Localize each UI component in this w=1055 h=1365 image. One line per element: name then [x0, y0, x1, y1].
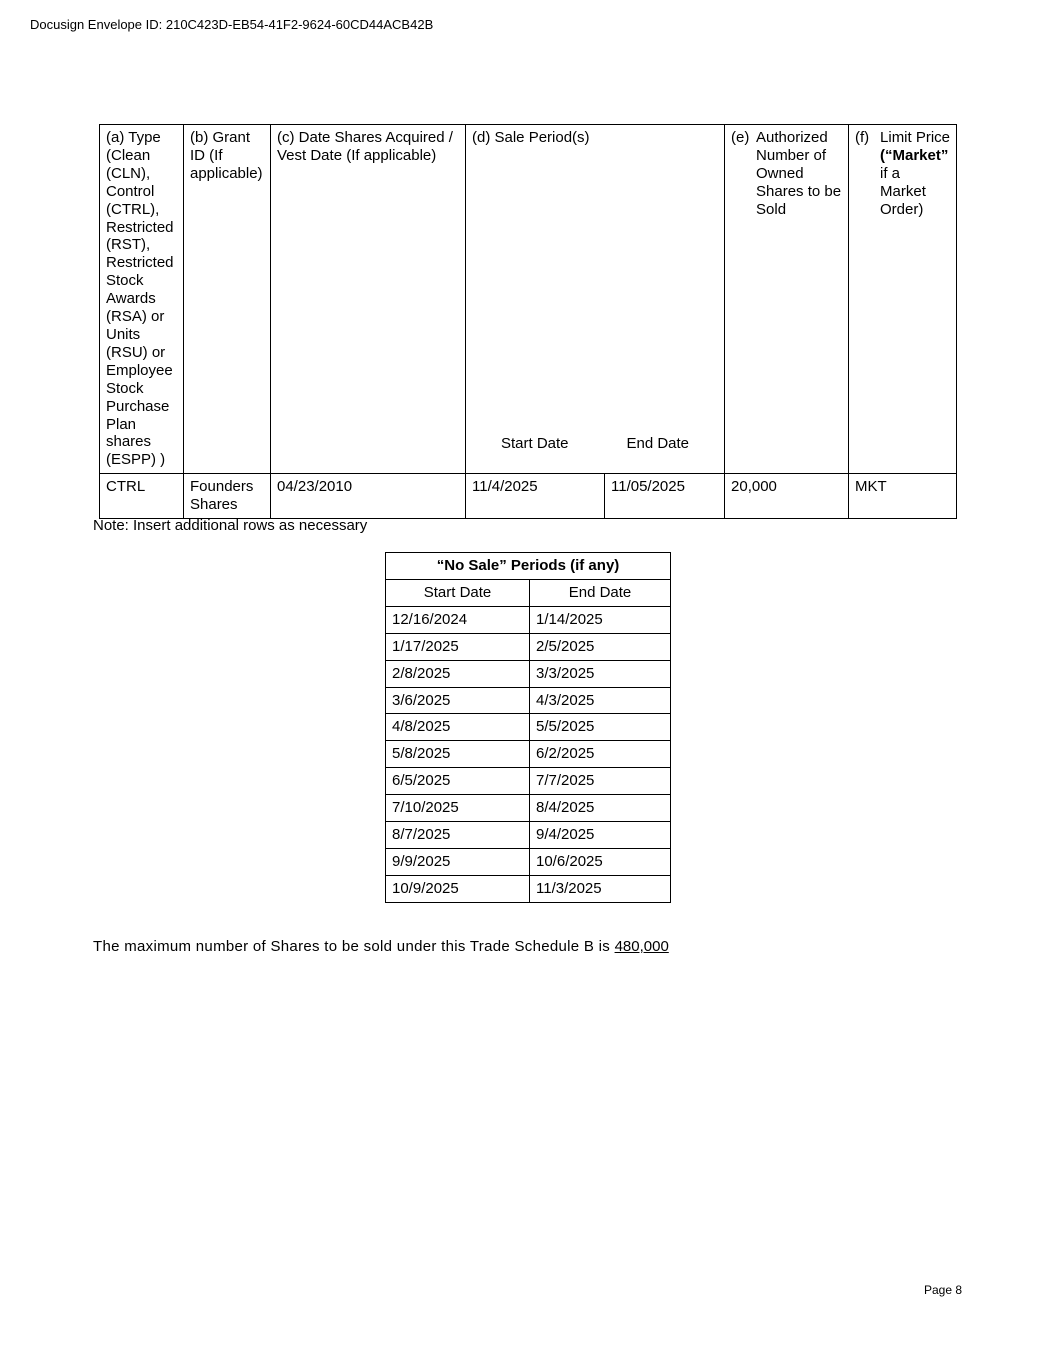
sale-start-label: Start Date [500, 434, 569, 452]
no-sale-start: 8/7/2025 [385, 821, 530, 849]
header-limit-price: (f) Limit Price (“Market” if a Market Ord… [848, 123, 958, 475]
no-sale-start: 3/6/2025 [385, 686, 530, 715]
no-sale-end: 7/7/2025 [528, 767, 672, 796]
no-sale-end-header: End Date [528, 578, 672, 607]
sale-end-label: End Date [626, 434, 690, 452]
table-row: 12/16/2024 1/14/2025 [385, 605, 672, 634]
f-post: if a Market Order) [880, 164, 926, 218]
table-row: 1/17/2025 2/5/2025 [385, 632, 672, 661]
cell-end: 11/05/2025 [603, 473, 726, 520]
e-text: Authorized Number of Owned Shares to be … [756, 129, 842, 218]
no-sale-end: 10/6/2025 [528, 847, 672, 876]
sale-period-label: (d) Sale Period(s) [472, 129, 590, 146]
table-row: CTRL Founders Shares 04/23/2010 11/4/202… [99, 473, 958, 520]
header-authorized-shares: (e) Authorized Number of Owned Shares to … [724, 123, 850, 475]
table-row: 5/8/2025 6/2/2025 [385, 740, 672, 769]
page-number: Page 8 [924, 1283, 963, 1297]
header-type: (a) Type (Clean (CLN), Control (CTRL), R… [99, 123, 184, 475]
cell-acquired: 04/23/2010 [270, 473, 466, 520]
table-row: 7/10/2025 8/4/2025 [385, 794, 672, 823]
max-shares-statement: The maximum number of Shares to be sold … [93, 938, 669, 955]
no-sale-end: 1/14/2025 [528, 605, 672, 634]
header-row: (a) Type (Clean (CLN), Control (CTRL), R… [99, 123, 958, 475]
e-prefix: (e) [731, 129, 750, 146]
no-sale-start: 6/5/2025 [385, 767, 530, 796]
f-prefix: (f) [855, 129, 870, 146]
no-sale-end: 9/4/2025 [528, 821, 672, 849]
no-sale-start-header: Start Date [385, 578, 530, 607]
no-sale-end: 8/4/2025 [528, 794, 672, 823]
cell-type: CTRL [99, 473, 184, 520]
no-sale-start: 4/8/2025 [385, 713, 530, 742]
no-sale-start: 9/9/2025 [385, 847, 530, 876]
no-sale-end: 2/5/2025 [528, 632, 672, 661]
no-sale-start: 1/17/2025 [385, 632, 530, 661]
no-sale-start: 2/8/2025 [385, 659, 530, 688]
note: Note: Insert additional rows as necessar… [93, 517, 368, 534]
no-sale-end: 6/2/2025 [528, 740, 672, 769]
cell-start: 11/4/2025 [465, 473, 605, 520]
f-bold: (“Market” [880, 146, 949, 164]
table-row: 9/9/2025 10/6/2025 [385, 847, 672, 876]
no-sale-end: 3/3/2025 [528, 659, 672, 688]
max-value: 480,000 [614, 938, 669, 955]
table-row: 2/8/2025 3/3/2025 [385, 659, 672, 688]
trade-schedule-table: (a) Type (Clean (CLN), Control (CTRL), R… [99, 123, 958, 520]
no-sale-start: 12/16/2024 [385, 605, 530, 634]
no-sale-start: 7/10/2025 [385, 794, 530, 823]
table-row: 4/8/2025 5/5/2025 [385, 713, 672, 742]
envelope-id: Docusign Envelope ID: 210C423D-EB54-41F2… [30, 17, 434, 32]
no-sale-end: 4/3/2025 [528, 686, 672, 715]
table-row: 8/7/2025 9/4/2025 [385, 821, 672, 849]
no-sale-end: 5/5/2025 [528, 713, 672, 742]
header-sale-period: (d) Sale Period(s) Start Date End Date [464, 123, 726, 475]
cell-shares: 20,000 [724, 473, 850, 520]
no-sale-start: 10/9/2025 [385, 874, 530, 903]
table-row: 3/6/2025 4/3/2025 [385, 686, 672, 715]
table-row: 10/9/2025 11/3/2025 [385, 874, 672, 903]
cell-grant-id: Founders Shares [183, 473, 271, 520]
max-text: The maximum number of Shares to be sold … [93, 938, 615, 955]
cell-limit: MKT [848, 473, 958, 520]
f-pre: Limit Price [880, 129, 951, 146]
no-sale-end: 11/3/2025 [528, 874, 672, 903]
no-sale-title: “No Sale” Periods (if any) [384, 552, 672, 580]
header-grant-id: (b) Grant ID (If applicable) [183, 123, 271, 475]
no-sale-start: 5/8/2025 [385, 740, 530, 769]
table-row: 6/5/2025 7/7/2025 [385, 767, 672, 796]
no-sale-table: “No Sale” Periods (if any) Start Date End… [384, 552, 672, 903]
header-date-acquired: (c) Date Shares Acquired / Vest Date (If… [270, 123, 466, 475]
